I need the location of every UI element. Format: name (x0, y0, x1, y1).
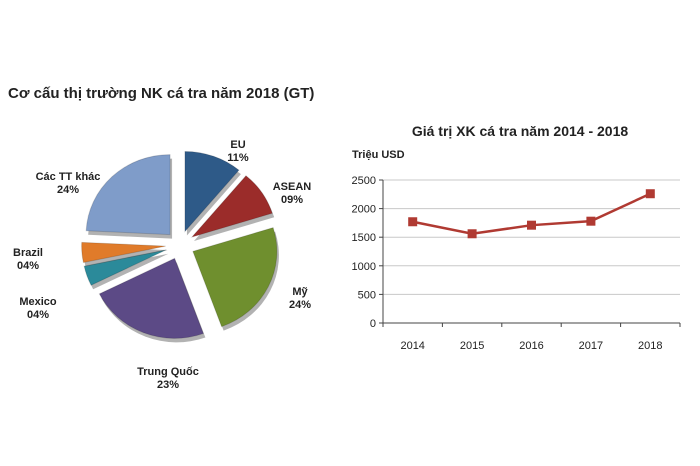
y-axis-label: Triệu USD (352, 149, 405, 161)
y-tick-label: 0 (370, 318, 376, 330)
line-chart: 0 500 1000 1500 2000 2500 2014 2015 2016 2017 2018 (352, 175, 681, 352)
data-point-2014 (408, 217, 418, 227)
pie-slice-0 (184, 150, 240, 233)
x-tick-label: 2017 (579, 340, 603, 352)
y-tick-label: 2000 (352, 204, 376, 216)
pie-slice-6 (85, 154, 171, 236)
y-tick-label: 1500 (352, 232, 376, 244)
pie-label-name: Mexico (19, 296, 57, 308)
data-point-2018 (645, 189, 655, 199)
pie-slice-shadow (86, 253, 169, 290)
y-tick-label: 1000 (352, 261, 376, 273)
line-title: Giá trị XK cá tra năm 2014 - 2018 (412, 123, 629, 139)
pie-label-value: 09% (281, 194, 303, 206)
y-tick-label: 2500 (352, 175, 376, 187)
pie-label-name: EU (230, 139, 245, 151)
pie-slice-4 (83, 249, 167, 286)
pie-slice-5 (81, 241, 166, 264)
x-tick-label: 2014 (400, 340, 424, 352)
pie-label-name: Brazil (13, 247, 43, 259)
data-point-2017 (586, 216, 596, 226)
x-tick-label: 2016 (519, 340, 543, 352)
pie-label-name: Trung Quốc (137, 366, 199, 378)
pie-slice-3 (98, 257, 205, 339)
pie-label-value: 04% (17, 260, 39, 272)
y-tick-label: 500 (358, 289, 376, 301)
pie-label-value: 24% (57, 184, 79, 196)
pie-title: Cơ cấu thị trường NK cá tra năm 2018 (GT… (8, 85, 314, 102)
pie-label-name: Các TT khác (36, 171, 101, 183)
pie-label-name: Mỹ (292, 286, 308, 298)
pie-label-value: 23% (157, 379, 179, 391)
pie-slice-1 (190, 175, 273, 238)
pie-slice-2 (192, 227, 278, 328)
x-tick-label: 2015 (460, 340, 484, 352)
pie-label-name: ASEAN (273, 181, 312, 193)
data-point-2016 (527, 220, 536, 230)
pie-label-value: 11% (227, 152, 249, 164)
pie-chart (81, 150, 279, 343)
data-point-2015 (467, 229, 477, 239)
pie-label-value: 04% (27, 309, 49, 321)
x-tick-label: 2018 (638, 340, 662, 352)
pie-label-value: 24% (289, 299, 311, 311)
